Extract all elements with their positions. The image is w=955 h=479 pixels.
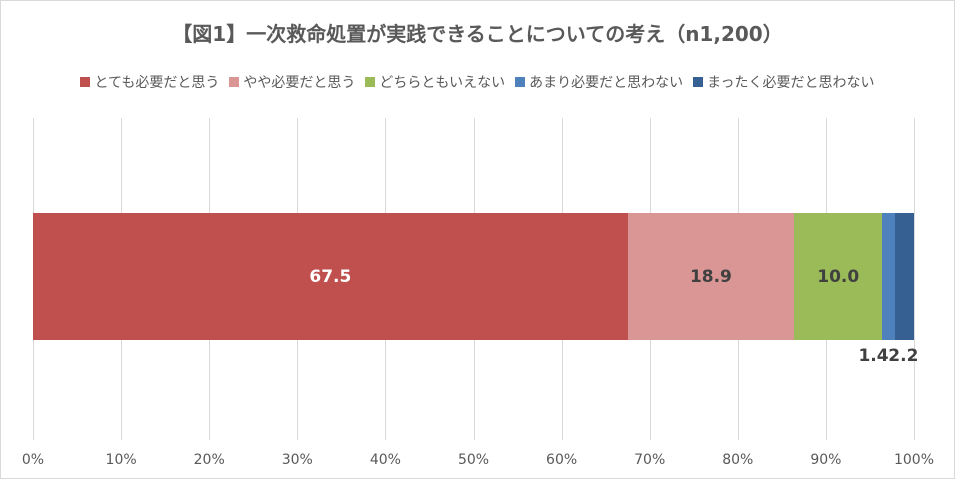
x-tick-label: 50% (457, 452, 490, 468)
x-tick-label: 60% (546, 452, 578, 468)
legend-label: あまり必要だと思わない (529, 75, 684, 91)
legend-swatch (515, 77, 526, 87)
legend-label: やや必要だと思う (243, 75, 356, 91)
legend: とても必要だと思う やや必要だと思う どちらともいえない あまり必要だと思わない… (0, 72, 955, 92)
x-tick-label: 0% (21, 452, 45, 468)
chart-title: 【図1】一次救命処置が実践できることについての考え（n1,200） (172, 22, 783, 46)
data-label: 1.4 (858, 346, 889, 366)
bar-segment: 10.0 (794, 213, 883, 340)
x-tick-label: 20% (193, 452, 225, 468)
legend-label: まったく必要だと思わない (707, 75, 875, 91)
legend-swatch (693, 77, 704, 87)
x-tick-label: 10% (105, 452, 137, 468)
legend-item: あまり必要だと思わない (515, 72, 683, 92)
bar-segment (894, 213, 914, 340)
bar-segment (882, 213, 895, 340)
plot-area: 67.5 18.9 10.0 1.4 2.2 (33, 118, 918, 440)
x-tick-label: 80% (722, 452, 754, 468)
legend-swatch (365, 77, 376, 87)
x-tick-label: 100% (893, 452, 935, 468)
data-label: 2.2 (888, 346, 919, 366)
legend-item: どちらともいえない (365, 72, 505, 92)
x-tick-label: 30% (281, 452, 313, 468)
stacked-bar: 67.5 18.9 10.0 (33, 213, 914, 340)
legend-swatch (80, 77, 91, 87)
x-tick-label: 70% (634, 452, 666, 468)
bar-segment: 67.5 (33, 213, 628, 340)
x-tick-label: 90% (810, 452, 842, 468)
bar-segment: 18.9 (627, 213, 795, 340)
gridline (914, 118, 915, 440)
legend-item: とても必要だと思う (80, 72, 219, 92)
legend-label: とても必要だと思う (94, 75, 220, 91)
legend-item: やや必要だと思う (229, 72, 355, 92)
legend-swatch (229, 77, 240, 87)
legend-item: まったく必要だと思わない (693, 72, 875, 92)
x-tick-label: 40% (369, 452, 401, 468)
legend-label: どちらともいえない (379, 75, 506, 91)
